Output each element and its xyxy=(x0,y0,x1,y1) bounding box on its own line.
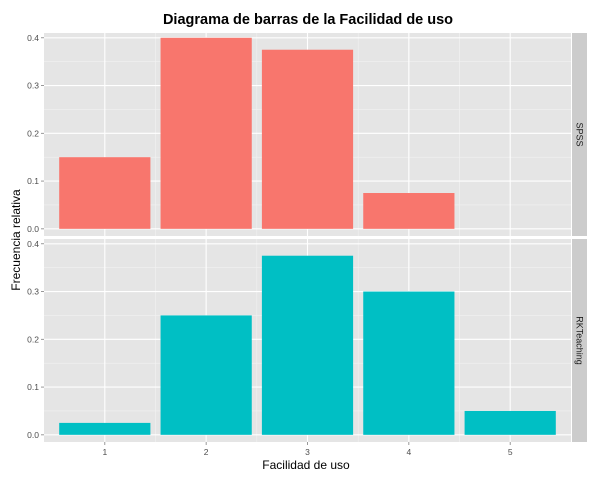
bar-rkteaching-3 xyxy=(261,255,354,435)
chart-title: Diagrama de barras de la Facilidad de us… xyxy=(163,12,453,28)
bar-spss-2 xyxy=(160,37,252,229)
y-tick-label: 0.0 xyxy=(27,224,39,234)
panels: 0.0 0.1 0.2 0.3 0.4 SPSS 0.0 0.1 0.2 0.3 0.4 RKTeac… xyxy=(27,33,587,457)
x-tick-label: 4 xyxy=(406,447,411,457)
facet-strip xyxy=(572,239,587,442)
bar-spss-4 xyxy=(363,193,455,229)
bar-rkteaching-5 xyxy=(464,410,556,435)
y-tick-label: 0.4 xyxy=(27,239,39,249)
y-tick-label: 0.3 xyxy=(27,287,39,297)
x-tick-label: 3 xyxy=(305,447,310,457)
facet-strip xyxy=(572,33,587,236)
bar-spss-3 xyxy=(261,49,354,229)
y-tick-label: 0.1 xyxy=(27,382,39,392)
y-tick-label: 0.2 xyxy=(27,128,39,138)
facet-panel-rkteaching: 0.0 0.1 0.2 0.3 0.4 RKTeaching xyxy=(27,239,587,442)
bar-rkteaching-2 xyxy=(160,315,252,435)
bar-rkteaching-4 xyxy=(363,291,455,435)
y-tick-label: 0.0 xyxy=(27,430,39,440)
y-tick-label: 0.4 xyxy=(27,33,39,43)
facet-strip-label: SPSS xyxy=(575,122,585,146)
facet-panel-spss: 0.0 0.1 0.2 0.3 0.4 SPSS xyxy=(27,33,587,236)
x-axis-title: Facilidad de uso xyxy=(262,458,350,472)
x-tick-label: 1 xyxy=(102,447,107,457)
y-axis-title: Frecuencia relativa xyxy=(9,189,23,291)
x-tick-label: 2 xyxy=(204,447,209,457)
y-tick-label: 0.2 xyxy=(27,334,39,344)
bar-rkteaching-1 xyxy=(59,422,151,435)
x-tick-label: 5 xyxy=(508,447,513,457)
facet-strip-label: RKTeaching xyxy=(575,316,585,365)
y-tick-label: 0.1 xyxy=(27,176,39,186)
y-tick-label: 0.3 xyxy=(27,81,39,91)
bar-spss-1 xyxy=(59,157,151,229)
